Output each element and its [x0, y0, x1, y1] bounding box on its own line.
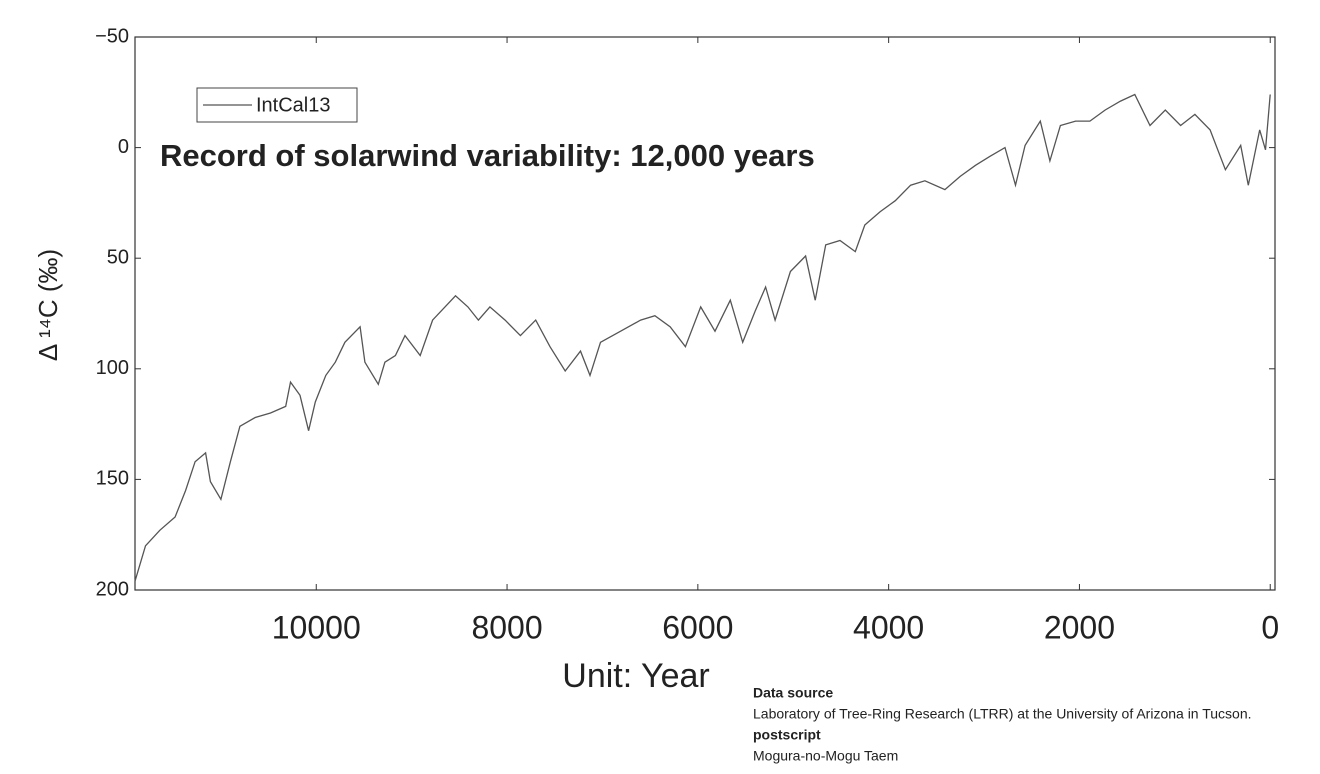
legend-label: IntCal13 — [256, 94, 331, 116]
x-tick-label: 6000 — [662, 609, 733, 645]
y-tick-label: −50 — [95, 25, 129, 47]
data-line — [134, 93, 1271, 582]
plot-frame — [134, 36, 1276, 591]
y-axis-label: Δ ¹⁴C (‰) — [33, 249, 63, 361]
x-axis-label: Unit: Year — [562, 657, 709, 695]
source-text: Laboratory of Tree-Ring Research (LTRR) … — [753, 706, 1252, 722]
x-tick-label: 10000 — [272, 609, 361, 645]
y-tick-label: 150 — [96, 468, 129, 490]
x-tick-label: 8000 — [471, 609, 542, 645]
x-tick-label: 4000 — [853, 609, 924, 645]
y-tick-label: 200 — [96, 578, 129, 600]
chart-title: Record of solarwind variability: 12,000 … — [160, 138, 815, 173]
postscript-heading: postscript — [753, 727, 821, 743]
x-tick-label: 0 — [1261, 609, 1279, 645]
y-tick-label: 100 — [96, 357, 129, 379]
x-tick-label: 2000 — [1044, 609, 1115, 645]
postscript-text: Mogura-no-Mogu Taem — [753, 748, 898, 764]
y-tick-label: 0 — [118, 136, 129, 158]
source-heading: Data source — [753, 685, 833, 701]
y-tick-label: 50 — [107, 246, 129, 268]
